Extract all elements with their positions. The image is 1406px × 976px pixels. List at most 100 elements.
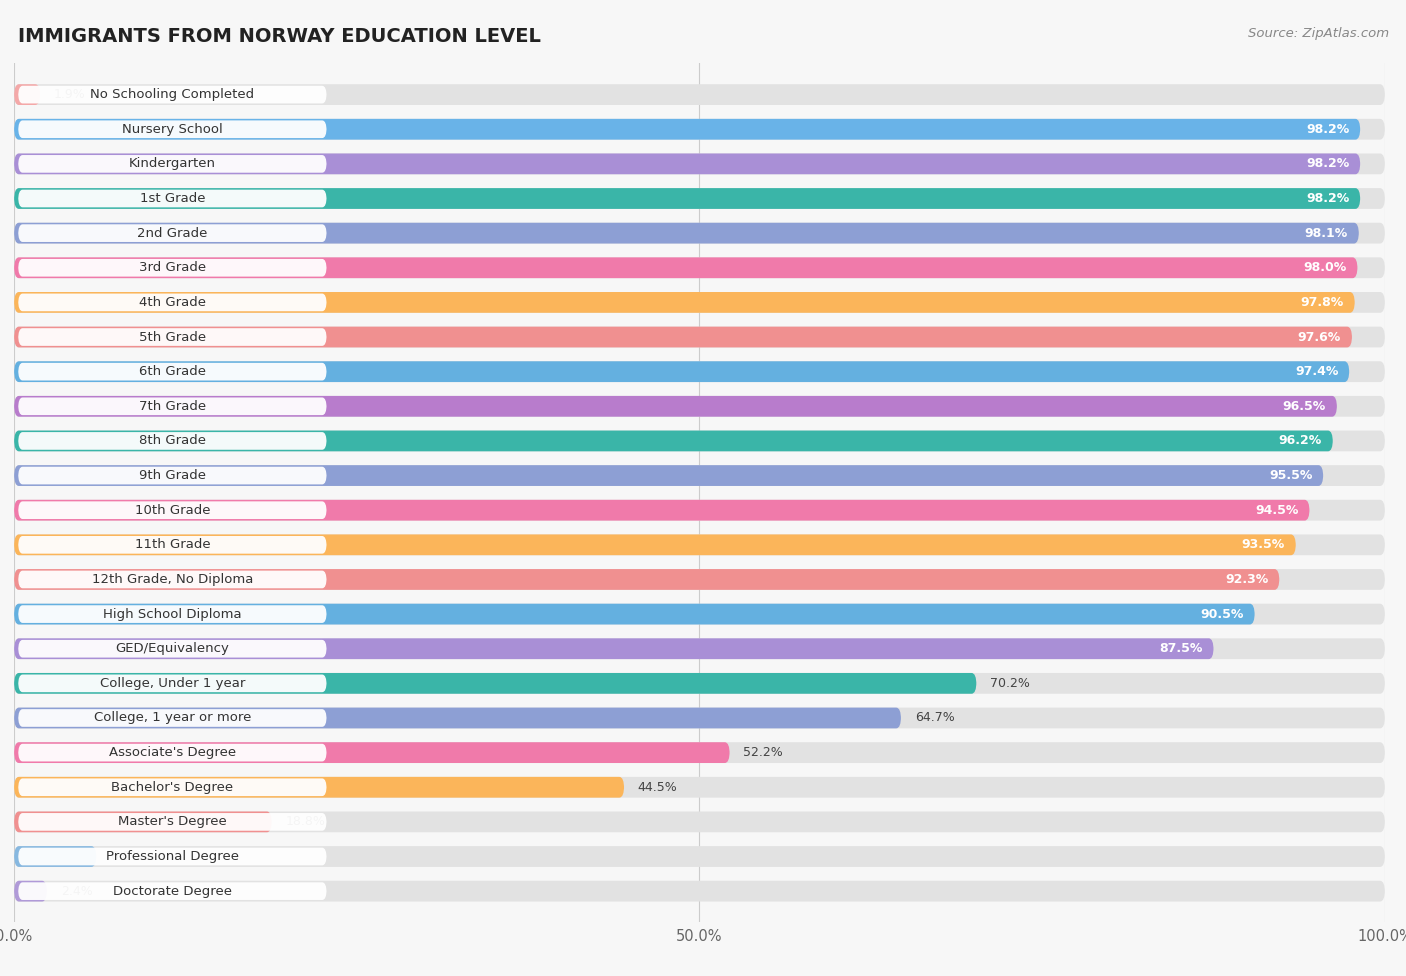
FancyBboxPatch shape xyxy=(14,430,1333,451)
FancyBboxPatch shape xyxy=(14,396,1385,417)
FancyBboxPatch shape xyxy=(14,880,1385,902)
FancyBboxPatch shape xyxy=(14,292,1355,312)
FancyBboxPatch shape xyxy=(14,708,901,728)
FancyBboxPatch shape xyxy=(14,84,1385,105)
Text: 12th Grade, No Diploma: 12th Grade, No Diploma xyxy=(91,573,253,586)
Text: Source: ZipAtlas.com: Source: ZipAtlas.com xyxy=(1249,27,1389,40)
FancyBboxPatch shape xyxy=(14,535,1296,555)
Text: Professional Degree: Professional Degree xyxy=(105,850,239,863)
FancyBboxPatch shape xyxy=(18,744,326,761)
FancyBboxPatch shape xyxy=(14,777,1385,797)
FancyBboxPatch shape xyxy=(14,673,976,694)
FancyBboxPatch shape xyxy=(18,328,326,346)
FancyBboxPatch shape xyxy=(14,223,1358,244)
Text: GED/Equivalency: GED/Equivalency xyxy=(115,642,229,655)
Text: Nursery School: Nursery School xyxy=(122,123,222,136)
Text: College, 1 year or more: College, 1 year or more xyxy=(94,712,252,724)
FancyBboxPatch shape xyxy=(14,604,1254,625)
Text: Bachelor's Degree: Bachelor's Degree xyxy=(111,781,233,793)
FancyBboxPatch shape xyxy=(14,742,730,763)
FancyBboxPatch shape xyxy=(14,811,1385,833)
FancyBboxPatch shape xyxy=(14,569,1279,590)
FancyBboxPatch shape xyxy=(18,502,326,519)
FancyBboxPatch shape xyxy=(14,880,46,902)
FancyBboxPatch shape xyxy=(14,777,624,797)
Text: Master's Degree: Master's Degree xyxy=(118,815,226,829)
FancyBboxPatch shape xyxy=(14,466,1385,486)
FancyBboxPatch shape xyxy=(14,119,1385,140)
Text: 8th Grade: 8th Grade xyxy=(139,434,205,447)
Text: 96.5%: 96.5% xyxy=(1282,400,1326,413)
FancyBboxPatch shape xyxy=(14,223,1385,244)
Text: 2.4%: 2.4% xyxy=(60,884,93,898)
FancyBboxPatch shape xyxy=(18,294,326,311)
Text: 70.2%: 70.2% xyxy=(990,677,1031,690)
Text: 98.0%: 98.0% xyxy=(1303,262,1347,274)
FancyBboxPatch shape xyxy=(18,571,326,589)
FancyBboxPatch shape xyxy=(18,120,326,138)
Text: 1st Grade: 1st Grade xyxy=(139,192,205,205)
Text: 2nd Grade: 2nd Grade xyxy=(138,226,208,240)
FancyBboxPatch shape xyxy=(18,86,326,103)
Text: 98.1%: 98.1% xyxy=(1305,226,1348,240)
FancyBboxPatch shape xyxy=(18,779,326,796)
Text: 98.2%: 98.2% xyxy=(1306,192,1350,205)
Text: 95.5%: 95.5% xyxy=(1268,469,1312,482)
FancyBboxPatch shape xyxy=(14,258,1358,278)
FancyBboxPatch shape xyxy=(14,673,1385,694)
FancyBboxPatch shape xyxy=(14,84,41,105)
FancyBboxPatch shape xyxy=(18,397,326,415)
Text: 92.3%: 92.3% xyxy=(1225,573,1268,586)
Text: 9th Grade: 9th Grade xyxy=(139,469,205,482)
FancyBboxPatch shape xyxy=(14,327,1353,347)
FancyBboxPatch shape xyxy=(14,466,1323,486)
FancyBboxPatch shape xyxy=(14,292,1385,312)
Text: 5th Grade: 5th Grade xyxy=(139,331,205,344)
FancyBboxPatch shape xyxy=(14,500,1309,520)
FancyBboxPatch shape xyxy=(18,467,326,484)
FancyBboxPatch shape xyxy=(14,361,1385,382)
FancyBboxPatch shape xyxy=(14,569,1385,590)
Text: 87.5%: 87.5% xyxy=(1159,642,1202,655)
FancyBboxPatch shape xyxy=(14,604,1385,625)
Text: 64.7%: 64.7% xyxy=(915,712,955,724)
FancyBboxPatch shape xyxy=(14,535,1385,555)
FancyBboxPatch shape xyxy=(18,259,326,276)
Text: 94.5%: 94.5% xyxy=(1256,504,1299,516)
FancyBboxPatch shape xyxy=(18,848,326,866)
FancyBboxPatch shape xyxy=(14,188,1360,209)
FancyBboxPatch shape xyxy=(14,811,271,833)
Text: 97.4%: 97.4% xyxy=(1295,365,1339,378)
Text: 97.8%: 97.8% xyxy=(1301,296,1344,308)
FancyBboxPatch shape xyxy=(14,396,1337,417)
Text: High School Diploma: High School Diploma xyxy=(103,608,242,621)
FancyBboxPatch shape xyxy=(14,188,1385,209)
Text: 6th Grade: 6th Grade xyxy=(139,365,205,378)
FancyBboxPatch shape xyxy=(18,882,326,900)
Text: 18.8%: 18.8% xyxy=(285,815,325,829)
FancyBboxPatch shape xyxy=(18,813,326,831)
Text: 96.2%: 96.2% xyxy=(1278,434,1322,447)
Text: No Schooling Completed: No Schooling Completed xyxy=(90,88,254,102)
FancyBboxPatch shape xyxy=(14,638,1213,659)
FancyBboxPatch shape xyxy=(18,710,326,727)
Text: 93.5%: 93.5% xyxy=(1241,539,1285,551)
Text: 11th Grade: 11th Grade xyxy=(135,539,211,551)
FancyBboxPatch shape xyxy=(14,258,1385,278)
FancyBboxPatch shape xyxy=(14,361,1350,382)
Text: 4th Grade: 4th Grade xyxy=(139,296,205,308)
FancyBboxPatch shape xyxy=(14,742,1385,763)
Text: 97.6%: 97.6% xyxy=(1298,331,1341,344)
FancyBboxPatch shape xyxy=(14,153,1360,175)
FancyBboxPatch shape xyxy=(18,432,326,450)
FancyBboxPatch shape xyxy=(18,674,326,692)
Text: 98.2%: 98.2% xyxy=(1306,157,1350,171)
Text: 6.0%: 6.0% xyxy=(110,850,142,863)
FancyBboxPatch shape xyxy=(18,224,326,242)
FancyBboxPatch shape xyxy=(14,638,1385,659)
FancyBboxPatch shape xyxy=(18,363,326,381)
FancyBboxPatch shape xyxy=(14,153,1385,175)
Text: 10th Grade: 10th Grade xyxy=(135,504,209,516)
Text: 52.2%: 52.2% xyxy=(744,746,783,759)
FancyBboxPatch shape xyxy=(18,189,326,207)
